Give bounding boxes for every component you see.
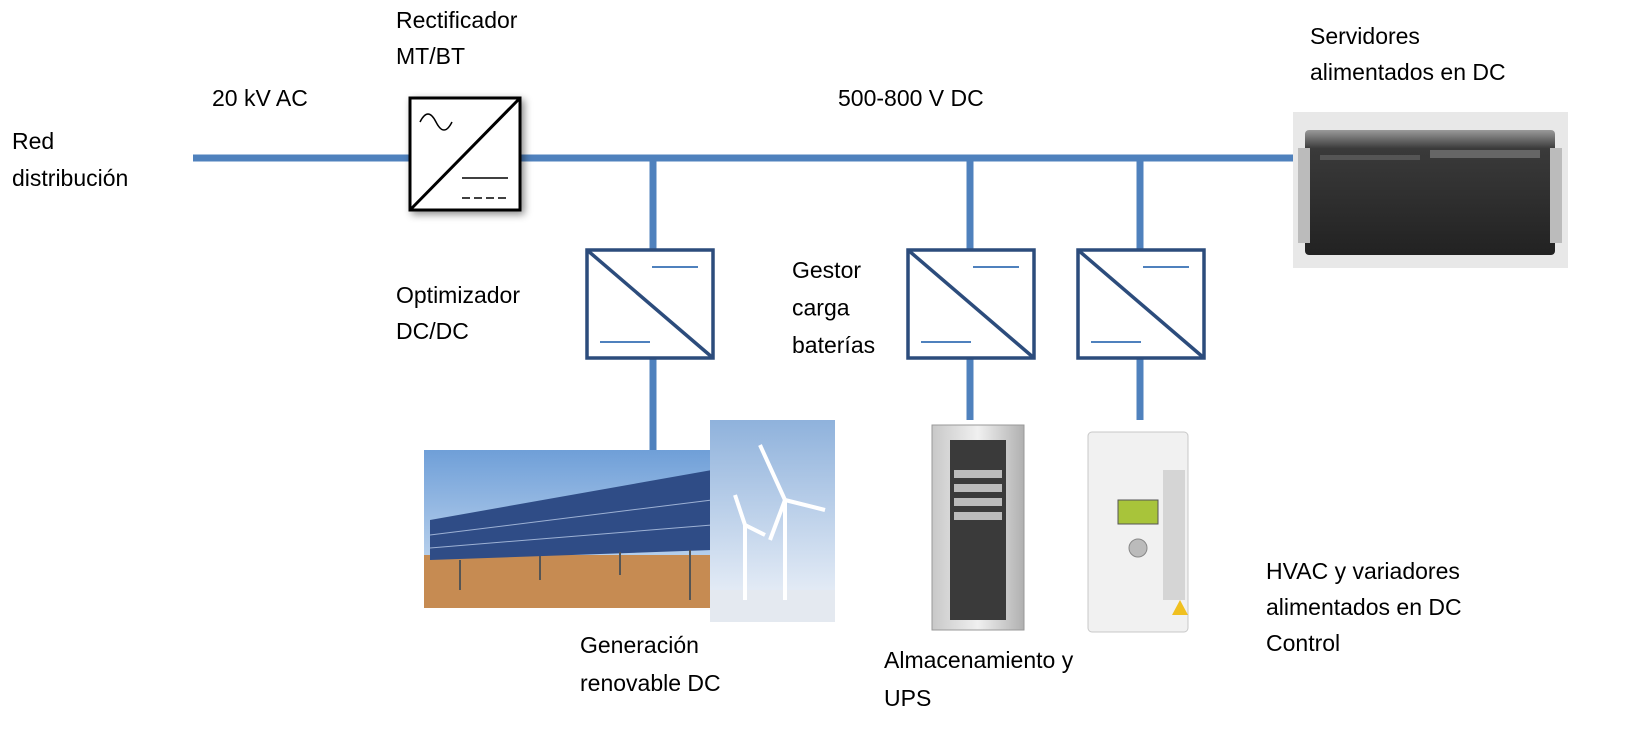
label: Generación xyxy=(580,632,699,658)
label: Almacenamiento y xyxy=(884,647,1074,673)
solar-image xyxy=(424,450,713,608)
label: alimentados en DC xyxy=(1266,594,1462,620)
label: HVAC y variadores xyxy=(1266,558,1460,584)
labels: Red distribución 20 kV AC Rectificador MT/BT… xyxy=(12,7,1506,711)
label: 20 kV AC xyxy=(212,85,308,111)
label: Control xyxy=(1266,630,1340,656)
label: DC/DC xyxy=(396,318,469,344)
dcdc-converters xyxy=(585,248,1206,360)
drive-image xyxy=(1087,431,1189,633)
label: renovable DC xyxy=(580,670,721,696)
ups-image xyxy=(931,424,1025,631)
rectifier-symbol xyxy=(408,96,522,212)
bus xyxy=(193,154,1295,450)
label: carga xyxy=(792,295,850,321)
wind-image xyxy=(710,420,835,622)
label: Gestor xyxy=(792,257,861,283)
label: Red xyxy=(12,128,54,154)
label: 500-800 V DC xyxy=(838,85,984,111)
label: alimentados en DC xyxy=(1310,59,1506,85)
label: baterías xyxy=(792,332,875,358)
label: Optimizador xyxy=(396,282,520,308)
label: Rectificador xyxy=(396,7,518,33)
label: Servidores xyxy=(1310,23,1420,49)
server-image xyxy=(1293,112,1568,268)
label: UPS xyxy=(884,685,931,711)
label: MT/BT xyxy=(396,43,465,69)
label: distribución xyxy=(12,165,128,191)
